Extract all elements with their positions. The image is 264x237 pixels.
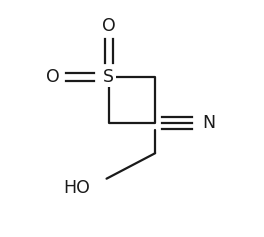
Text: O: O xyxy=(102,17,116,35)
Text: S: S xyxy=(103,68,114,86)
Text: HO: HO xyxy=(63,179,90,197)
Text: N: N xyxy=(202,114,215,132)
Text: O: O xyxy=(46,68,60,86)
